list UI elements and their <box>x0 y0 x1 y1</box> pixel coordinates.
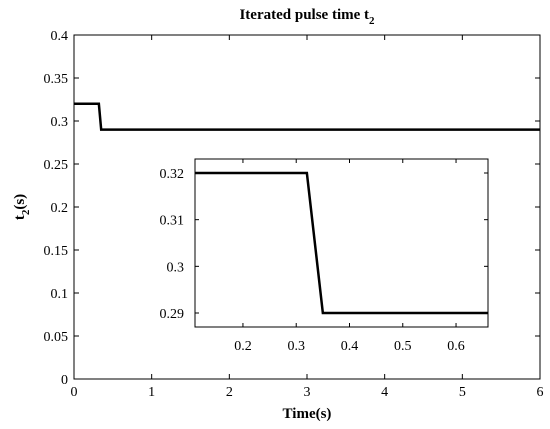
main-tick-labels: 0 1 2 3 4 5 6 0 0.05 0.1 0.15 0.2 0.25 0.3 0.35 0.4 <box>44 29 544 400</box>
main-y-tick-label: 0 <box>61 373 68 388</box>
inset-x-tick-label: 0.6 <box>447 339 465 354</box>
main-x-tick-label: 3 <box>304 385 311 400</box>
inset-y-tick-label: 0.29 <box>160 307 185 322</box>
main-plot-frame <box>73 34 541 380</box>
inset-series-line <box>195 171 488 315</box>
main-series-line <box>74 102 540 131</box>
inset-series <box>195 171 488 315</box>
inset-y-tick-label: 0.32 <box>160 167 185 182</box>
main-x-tick-label: 0 <box>71 385 78 400</box>
inset-x-tick-label: 0.2 <box>234 339 252 354</box>
x-axis-label: Time(s) <box>283 406 332 422</box>
main-series <box>74 102 540 131</box>
y-axis-label: t2(s) <box>12 194 32 220</box>
main-x-tick-label: 1 <box>148 385 155 400</box>
inset-frame <box>194 158 489 328</box>
main-y-tick-label: 0.35 <box>44 72 69 87</box>
main-y-tick-label: 0.4 <box>51 29 69 44</box>
inset-y-tick-label: 0.3 <box>167 260 185 275</box>
inset-plot: 0.2 0.3 0.4 0.5 0.6 0.29 0.3 0.31 0.32 <box>160 158 489 354</box>
inset-tick-labels: 0.2 0.3 0.4 0.5 0.6 0.29 0.3 0.31 0.32 <box>160 167 465 354</box>
main-plot: Iterated pulse time t2 0 1 2 3 4 5 6 0 0.05 0.1 0.… <box>12 7 544 422</box>
main-x-tick-label: 2 <box>226 385 233 400</box>
main-y-tick-label: 0.3 <box>51 115 69 130</box>
main-y-tick-label: 0.25 <box>44 158 69 173</box>
main-y-tick-label: 0.05 <box>44 330 69 345</box>
main-y-tick-label: 0.1 <box>51 287 69 302</box>
inset-x-tick-label: 0.3 <box>287 339 305 354</box>
inset-x-tick-label: 0.4 <box>341 339 359 354</box>
main-y-tick-label: 0.2 <box>51 201 69 216</box>
main-x-tick-label: 5 <box>459 385 466 400</box>
main-y-tick-label: 0.15 <box>44 244 69 259</box>
inset-x-tick-label: 0.5 <box>394 339 412 354</box>
chart-title: Iterated pulse time t2 <box>239 7 375 27</box>
inset-background <box>195 159 488 327</box>
inset-y-tick-label: 0.31 <box>160 214 185 229</box>
main-x-tick-label: 6 <box>537 385 544 400</box>
main-x-tick-label: 4 <box>381 385 388 400</box>
